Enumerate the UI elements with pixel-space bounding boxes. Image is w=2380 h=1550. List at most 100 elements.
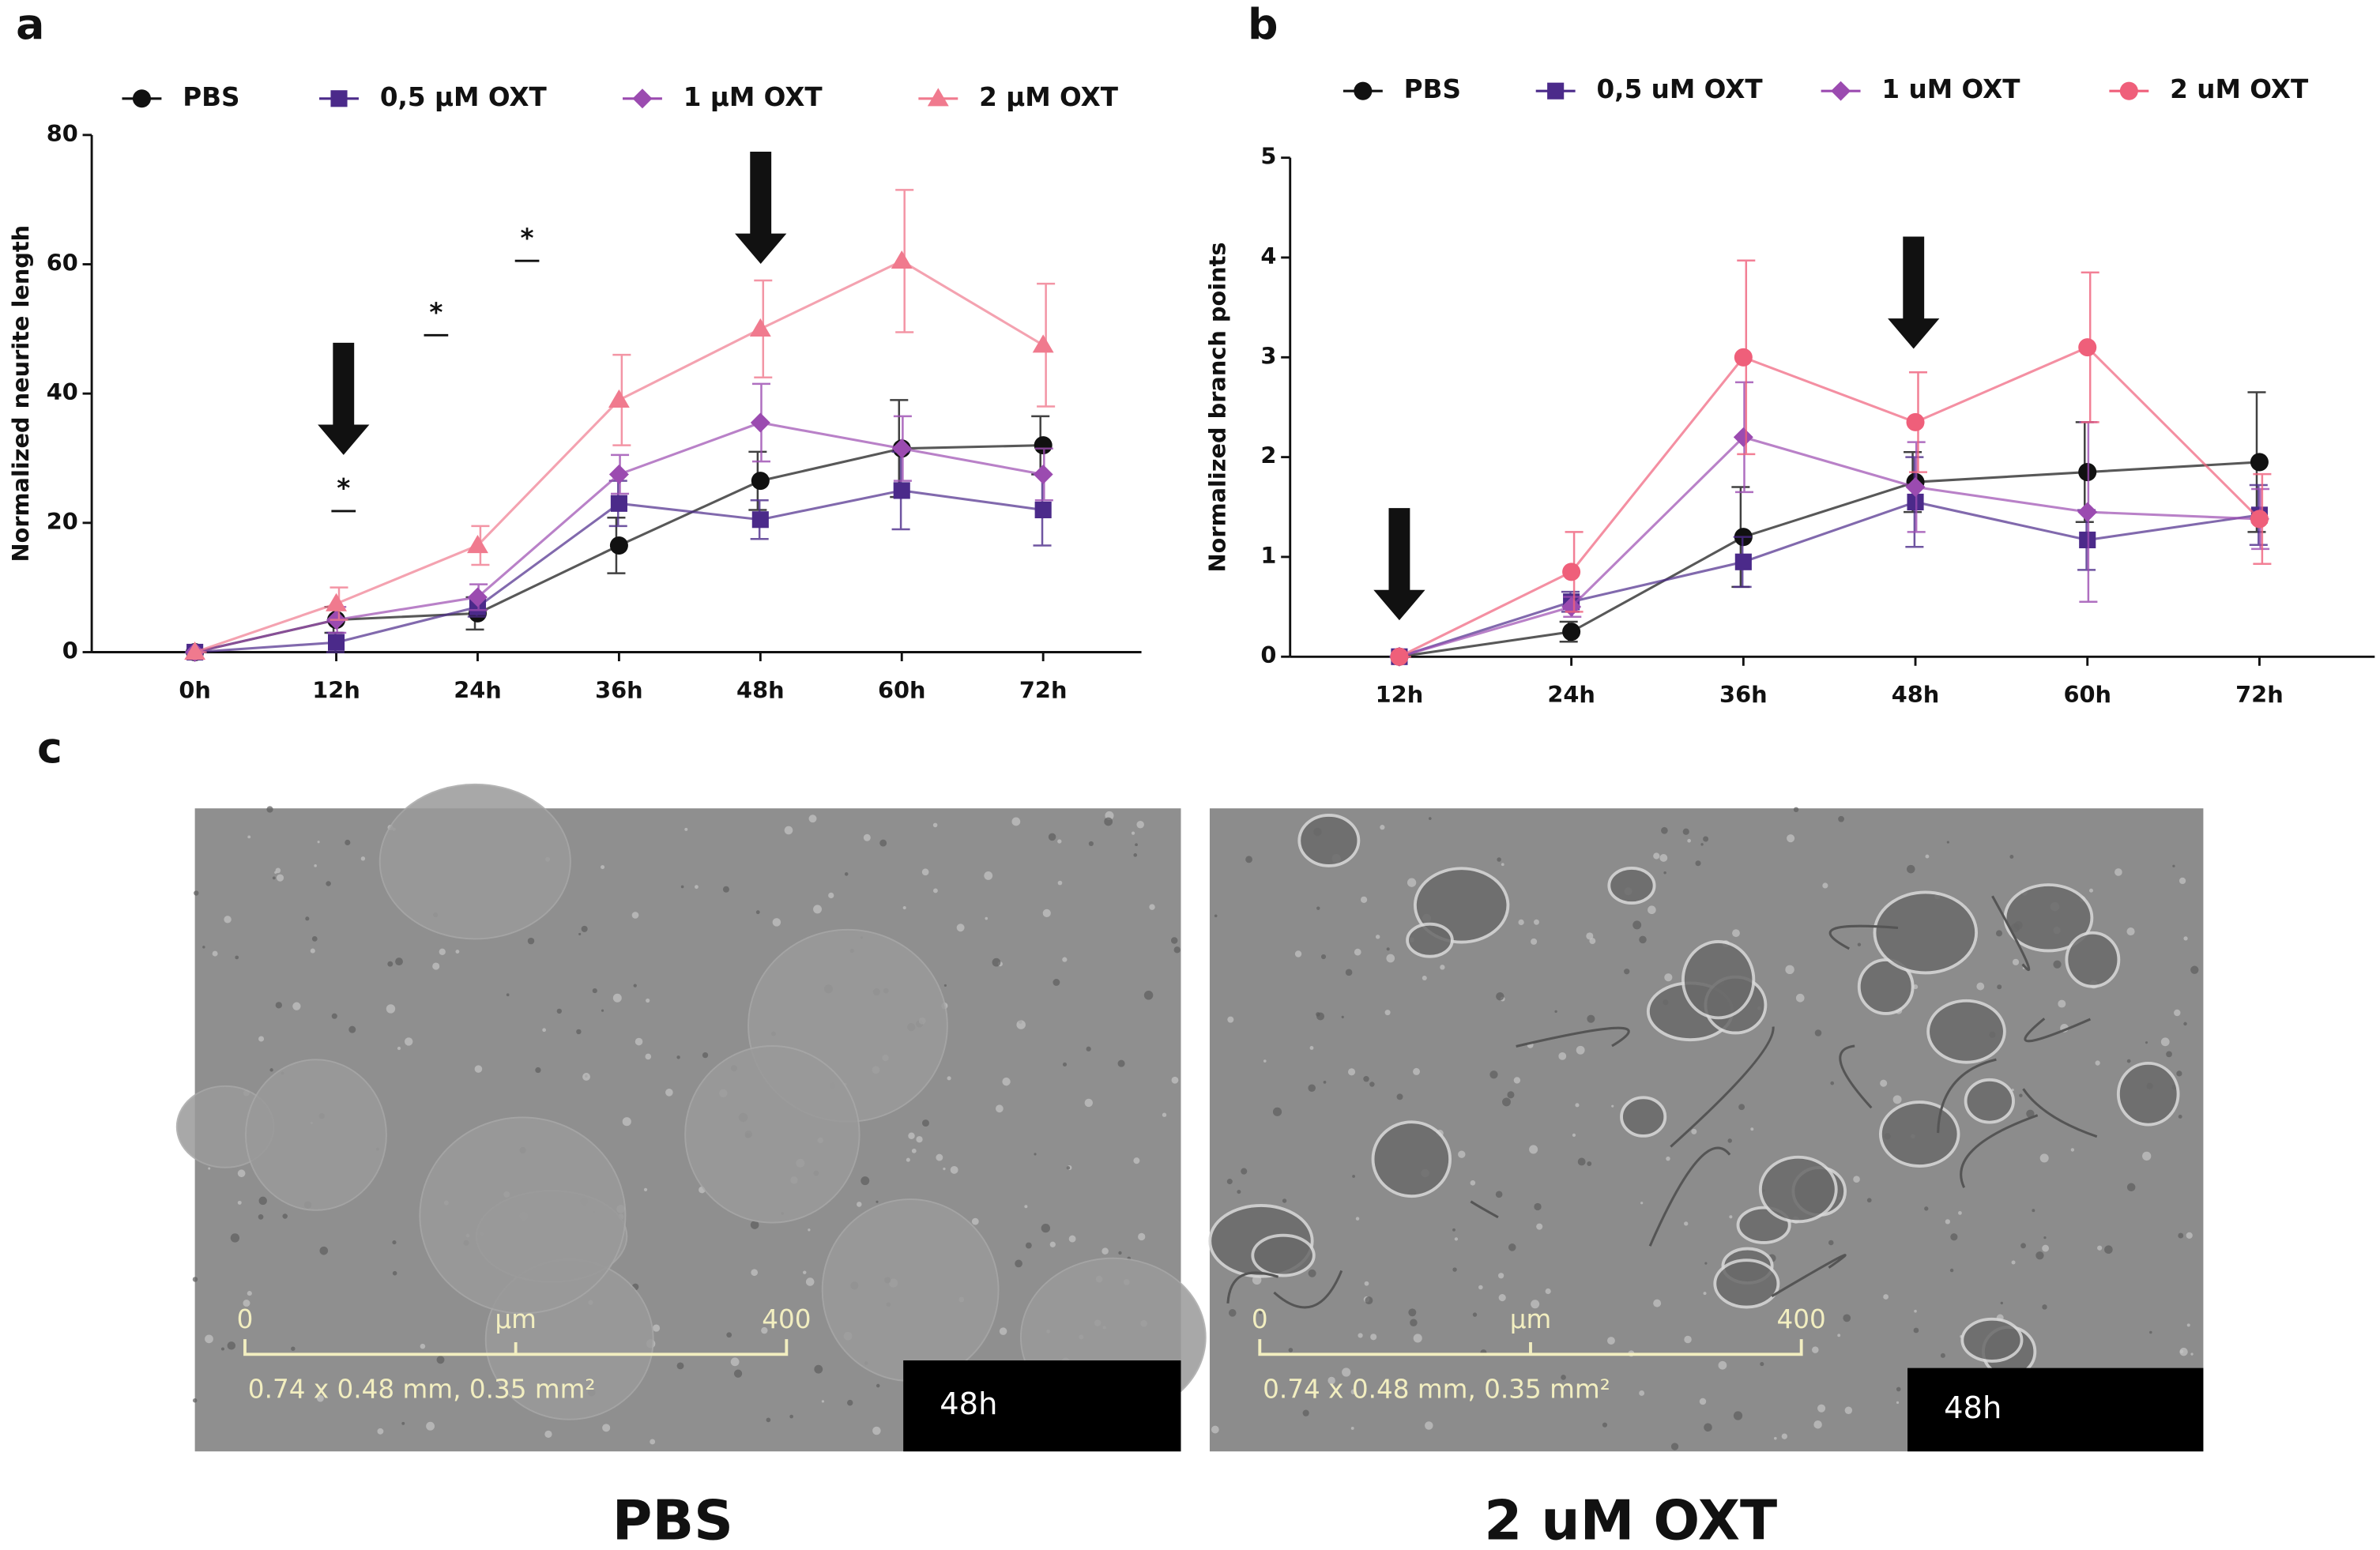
x-tick-label: 60h xyxy=(878,676,926,703)
texture xyxy=(1949,1268,1954,1273)
texture xyxy=(1440,965,1445,970)
texture xyxy=(2178,1232,2184,1239)
texture xyxy=(1171,1076,1179,1084)
texture xyxy=(1327,1376,1335,1385)
scale-start: 0 xyxy=(1252,1304,1268,1334)
texture xyxy=(1611,1104,1614,1108)
texture xyxy=(1513,1077,1521,1084)
texture xyxy=(1670,1443,1679,1450)
texture xyxy=(1131,831,1135,835)
texture xyxy=(1472,1312,1478,1317)
cell-cluster xyxy=(1713,1258,1780,1309)
series xyxy=(1390,259,2272,666)
y-tick-label: 1 xyxy=(1260,542,1276,569)
texture xyxy=(985,916,989,920)
texture xyxy=(243,1300,250,1307)
texture xyxy=(2179,1349,2184,1354)
scale-unit: µm xyxy=(1510,1304,1552,1334)
texture xyxy=(1136,821,1144,829)
texture xyxy=(1822,882,1828,889)
x-tick-label: 12h xyxy=(312,676,360,703)
texture xyxy=(1531,938,1538,945)
cell-cluster xyxy=(1960,1317,2024,1363)
texture xyxy=(761,1326,768,1334)
texture xyxy=(755,910,760,915)
texture xyxy=(247,835,251,839)
texture xyxy=(432,962,440,970)
texture xyxy=(1245,856,1252,863)
x-tick-label: 0h xyxy=(179,676,211,703)
texture xyxy=(2011,1260,2016,1265)
texture xyxy=(1407,878,1417,887)
texture xyxy=(1057,880,1063,886)
texture xyxy=(1576,1045,1585,1055)
texture xyxy=(276,874,284,882)
texture xyxy=(992,957,1001,967)
texture xyxy=(2009,855,2014,859)
texture xyxy=(592,988,597,994)
texture xyxy=(542,1028,547,1033)
texture xyxy=(860,1176,870,1186)
texture xyxy=(750,1221,759,1229)
neurite xyxy=(1828,924,1899,950)
texture xyxy=(1350,1426,1354,1430)
texture xyxy=(813,905,823,914)
texture xyxy=(258,1196,267,1206)
texture xyxy=(1375,935,1380,939)
field-size: 0.74 x 0.48 mm, 0.35 mm² xyxy=(1263,1374,1610,1404)
texture xyxy=(291,1346,296,1351)
y-tick-label: 20 xyxy=(47,508,78,535)
series-line xyxy=(1399,435,2260,658)
panel-label: c xyxy=(37,723,62,773)
marker xyxy=(2250,453,2269,472)
marker xyxy=(132,89,151,108)
texture xyxy=(311,936,318,942)
texture xyxy=(1896,1401,1900,1405)
y-tick-label: 4 xyxy=(1260,243,1276,269)
texture xyxy=(392,1240,397,1245)
texture xyxy=(2039,1153,2049,1163)
x-tick-label: 24h xyxy=(454,676,502,703)
texture xyxy=(1531,1300,1540,1309)
texture xyxy=(1386,947,1390,951)
x-tick-label: 48h xyxy=(736,676,785,703)
x-tick-label: 48h xyxy=(1892,681,1940,708)
texture xyxy=(1227,1016,1234,1023)
texture xyxy=(2190,1352,2194,1356)
texture xyxy=(730,1357,740,1367)
texture xyxy=(1558,1052,1567,1060)
texture xyxy=(2012,958,2020,965)
texture xyxy=(999,1327,1007,1335)
texture xyxy=(1350,1389,1356,1394)
marker xyxy=(608,389,630,408)
texture xyxy=(1365,1296,1373,1305)
texture xyxy=(2183,1021,2187,1026)
texture xyxy=(1341,1015,1344,1018)
texture xyxy=(1924,1206,1929,1211)
texture xyxy=(1844,1406,1853,1414)
neurite xyxy=(1273,1270,1343,1309)
texture xyxy=(2019,1093,2023,1097)
texture xyxy=(956,924,965,932)
texture xyxy=(1925,854,1930,859)
texture xyxy=(1498,1293,1506,1302)
neurite xyxy=(2024,1018,2092,1043)
texture xyxy=(1133,853,1138,857)
x-tick-label: 72h xyxy=(1019,676,1068,703)
time-box xyxy=(903,1360,1181,1452)
texture xyxy=(1478,1285,1483,1290)
y-tick-label: 0 xyxy=(1260,641,1276,668)
texture xyxy=(1704,1423,1712,1432)
texture xyxy=(1659,854,1668,862)
texture xyxy=(319,1246,329,1255)
texture xyxy=(1586,932,1594,940)
texture xyxy=(1828,1240,1834,1246)
neurite xyxy=(1991,895,2031,972)
texture xyxy=(803,1270,807,1274)
texture xyxy=(1360,896,1368,903)
texture xyxy=(208,1167,211,1170)
texture xyxy=(821,1400,825,1403)
texture xyxy=(212,950,218,957)
legend-label: 0,5 µM OXT xyxy=(380,82,548,112)
scale-end: 400 xyxy=(1777,1304,1826,1334)
